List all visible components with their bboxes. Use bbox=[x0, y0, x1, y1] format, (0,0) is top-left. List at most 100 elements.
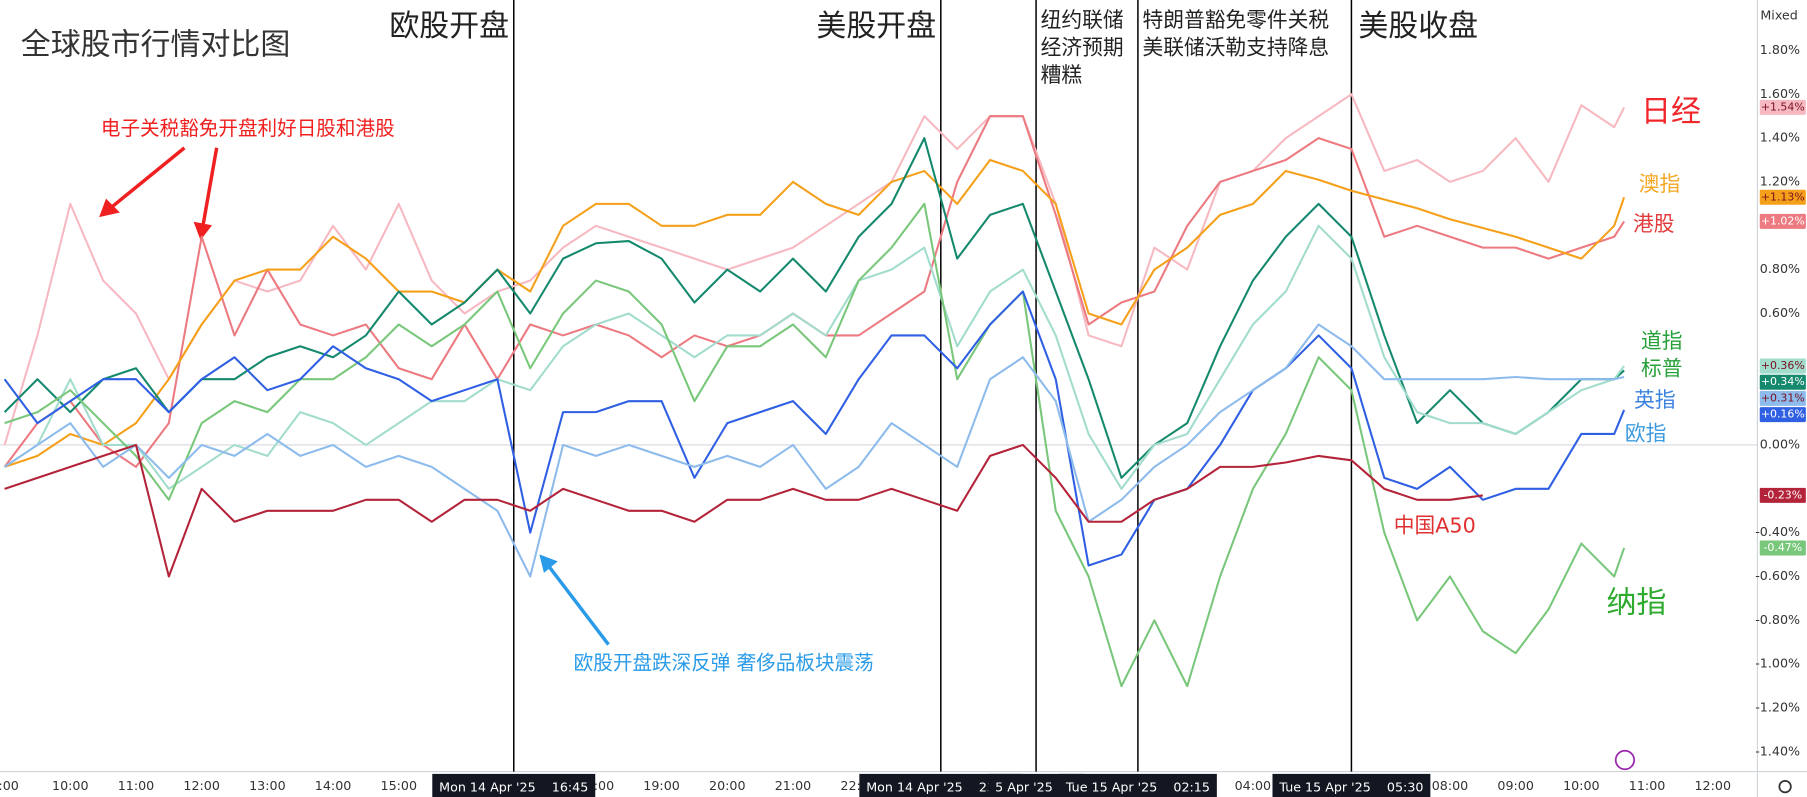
annotation: 欧股开盘跌深反弹 奢侈品板块震荡 bbox=[574, 652, 874, 675]
arrow-head bbox=[539, 554, 558, 573]
event-time: 05:30 bbox=[1387, 779, 1424, 794]
legend-label: 中国A50 bbox=[1394, 514, 1476, 538]
y-tick-label: 1.60% bbox=[1760, 86, 1800, 101]
y-tick-label: 0.80% bbox=[1760, 261, 1800, 276]
arrow bbox=[109, 146, 186, 210]
event-x-label: Tue 15 Apr '25 05:30 bbox=[1272, 773, 1431, 797]
x-tick-label: 04:00 bbox=[1235, 778, 1272, 793]
value-tag-label: +0.31% bbox=[1761, 391, 1805, 404]
series-line bbox=[4, 202, 1626, 688]
value-tag bbox=[1759, 99, 1806, 115]
series-line bbox=[3, 290, 1626, 567]
event-x-label-bg bbox=[1058, 773, 1217, 797]
event-note: 糟糕 bbox=[1041, 63, 1083, 87]
event-note: 纽约联储 bbox=[1041, 8, 1124, 32]
event-note: 美股收盘 bbox=[1358, 9, 1478, 44]
event-note: 美联储沃勒支持降息 bbox=[1143, 35, 1330, 59]
value-tag bbox=[1759, 540, 1806, 556]
x-tick-label: 14:00 bbox=[315, 778, 352, 793]
arrow-head bbox=[99, 198, 120, 218]
value-tag-label: +1.02% bbox=[1761, 214, 1805, 227]
event-x-label-bg bbox=[859, 773, 1023, 797]
event-x-label: Mon 14 Apr '25 16:45 bbox=[432, 773, 596, 797]
series-line bbox=[4, 158, 1626, 468]
event-note: 经济预期 bbox=[1041, 35, 1124, 59]
x-tick-label: 11:00 bbox=[118, 778, 155, 793]
y-tick-label: 1.80% bbox=[1760, 42, 1800, 57]
value-tag bbox=[1759, 213, 1806, 229]
arrow bbox=[201, 147, 219, 227]
y-tick-label: 1.40% bbox=[1760, 130, 1800, 145]
x-tick-label: 15:00 bbox=[381, 778, 418, 793]
y-tick-label: -1.00% bbox=[1755, 656, 1800, 671]
legend-label: 日经 bbox=[1641, 95, 1701, 130]
y-tick-label: -0.60% bbox=[1755, 568, 1800, 583]
legend-label: 澳指 bbox=[1639, 172, 1680, 196]
event-x-label-bg bbox=[432, 773, 596, 797]
value-tag-label: +1.54% bbox=[1761, 100, 1805, 113]
x-tick-label: 08:00 bbox=[1432, 778, 1469, 793]
event-date: Mon 14 Apr '25 bbox=[866, 779, 962, 794]
x-tick-label: 10:00 bbox=[52, 778, 89, 793]
value-tag bbox=[1759, 390, 1806, 406]
legend-label: 英指 bbox=[1634, 388, 1675, 412]
axis-mode: Mixed bbox=[1760, 8, 1797, 23]
x-tick-label: 19:00 bbox=[643, 778, 680, 793]
x-tick-label: 13:00 bbox=[249, 778, 286, 793]
legend-label: 标普 bbox=[1641, 357, 1682, 381]
x-tick-label: 10:00 bbox=[1563, 778, 1600, 793]
value-tag-label: -0.23% bbox=[1763, 488, 1802, 501]
value-tag bbox=[1759, 407, 1806, 423]
event-x-label-bg bbox=[1272, 773, 1431, 797]
y-tick-label: -0.80% bbox=[1755, 612, 1800, 627]
value-tag bbox=[1759, 189, 1806, 205]
y-tick-label: -1.40% bbox=[1755, 743, 1800, 758]
event-note: 欧股开盘 bbox=[389, 9, 509, 44]
x-tick-label: 20:00 bbox=[709, 778, 746, 793]
event-note: 特朗普豁免零件关税 bbox=[1143, 8, 1330, 32]
value-tag bbox=[1759, 374, 1806, 390]
chart-title: 全球股市行情对比图 bbox=[21, 28, 291, 63]
event-date: Tue 15 Apr '25 bbox=[1065, 779, 1157, 794]
x-tick-label: 21:00 bbox=[775, 778, 812, 793]
value-tag-label: +0.16% bbox=[1761, 408, 1805, 421]
value-tag-label: -0.47% bbox=[1763, 541, 1802, 554]
y-tick-label: 0.60% bbox=[1760, 305, 1800, 320]
value-tag bbox=[1759, 487, 1806, 503]
plot bbox=[3, 93, 1626, 688]
legend-label: 欧指 bbox=[1625, 421, 1666, 445]
series-line bbox=[4, 443, 1483, 578]
arrow-head bbox=[193, 221, 213, 241]
arrow bbox=[547, 564, 610, 646]
y-tick-label: 1.20% bbox=[1760, 173, 1800, 188]
event-time: 02:15 bbox=[1173, 779, 1210, 794]
y-tick-label: -1.20% bbox=[1755, 700, 1800, 715]
y-tick-label: 0.00% bbox=[1760, 436, 1800, 451]
x-tick-label: 09:00 bbox=[1497, 778, 1534, 793]
value-tag-label: +1.13% bbox=[1761, 190, 1805, 203]
y-tick-label: -0.40% bbox=[1755, 524, 1800, 539]
value-tag bbox=[1759, 358, 1806, 374]
event-time: 16:45 bbox=[552, 779, 589, 794]
x-tick-label: 12:00 bbox=[183, 778, 220, 793]
icon[interactable] bbox=[1614, 749, 1636, 771]
value-tag-label: +0.34% bbox=[1761, 375, 1805, 388]
annotation: 电子关税豁免开盘利好日股和港股 bbox=[101, 117, 395, 140]
legend-label: 纳指 bbox=[1606, 586, 1666, 621]
series-line bbox=[4, 323, 1625, 578]
settings-icon[interactable] bbox=[1778, 779, 1792, 794]
x-tick-label: 12:00 bbox=[1695, 778, 1732, 793]
event-date: 5 Apr '25 bbox=[995, 779, 1053, 794]
arrows bbox=[99, 146, 610, 646]
series-line bbox=[3, 137, 1625, 479]
event-note: 美股开盘 bbox=[816, 9, 936, 44]
x-tick-label: 11:00 bbox=[1629, 778, 1666, 793]
legend-label: 港股 bbox=[1633, 212, 1675, 236]
value-tag-label: +0.36% bbox=[1761, 359, 1805, 372]
legend-label: 道指 bbox=[1641, 329, 1682, 353]
event-date: Tue 15 Apr '25 bbox=[1278, 779, 1370, 794]
x-tick-label: 9:00 bbox=[0, 778, 19, 793]
event-x-label: Tue 15 Apr '25 02:15 bbox=[1058, 773, 1217, 797]
